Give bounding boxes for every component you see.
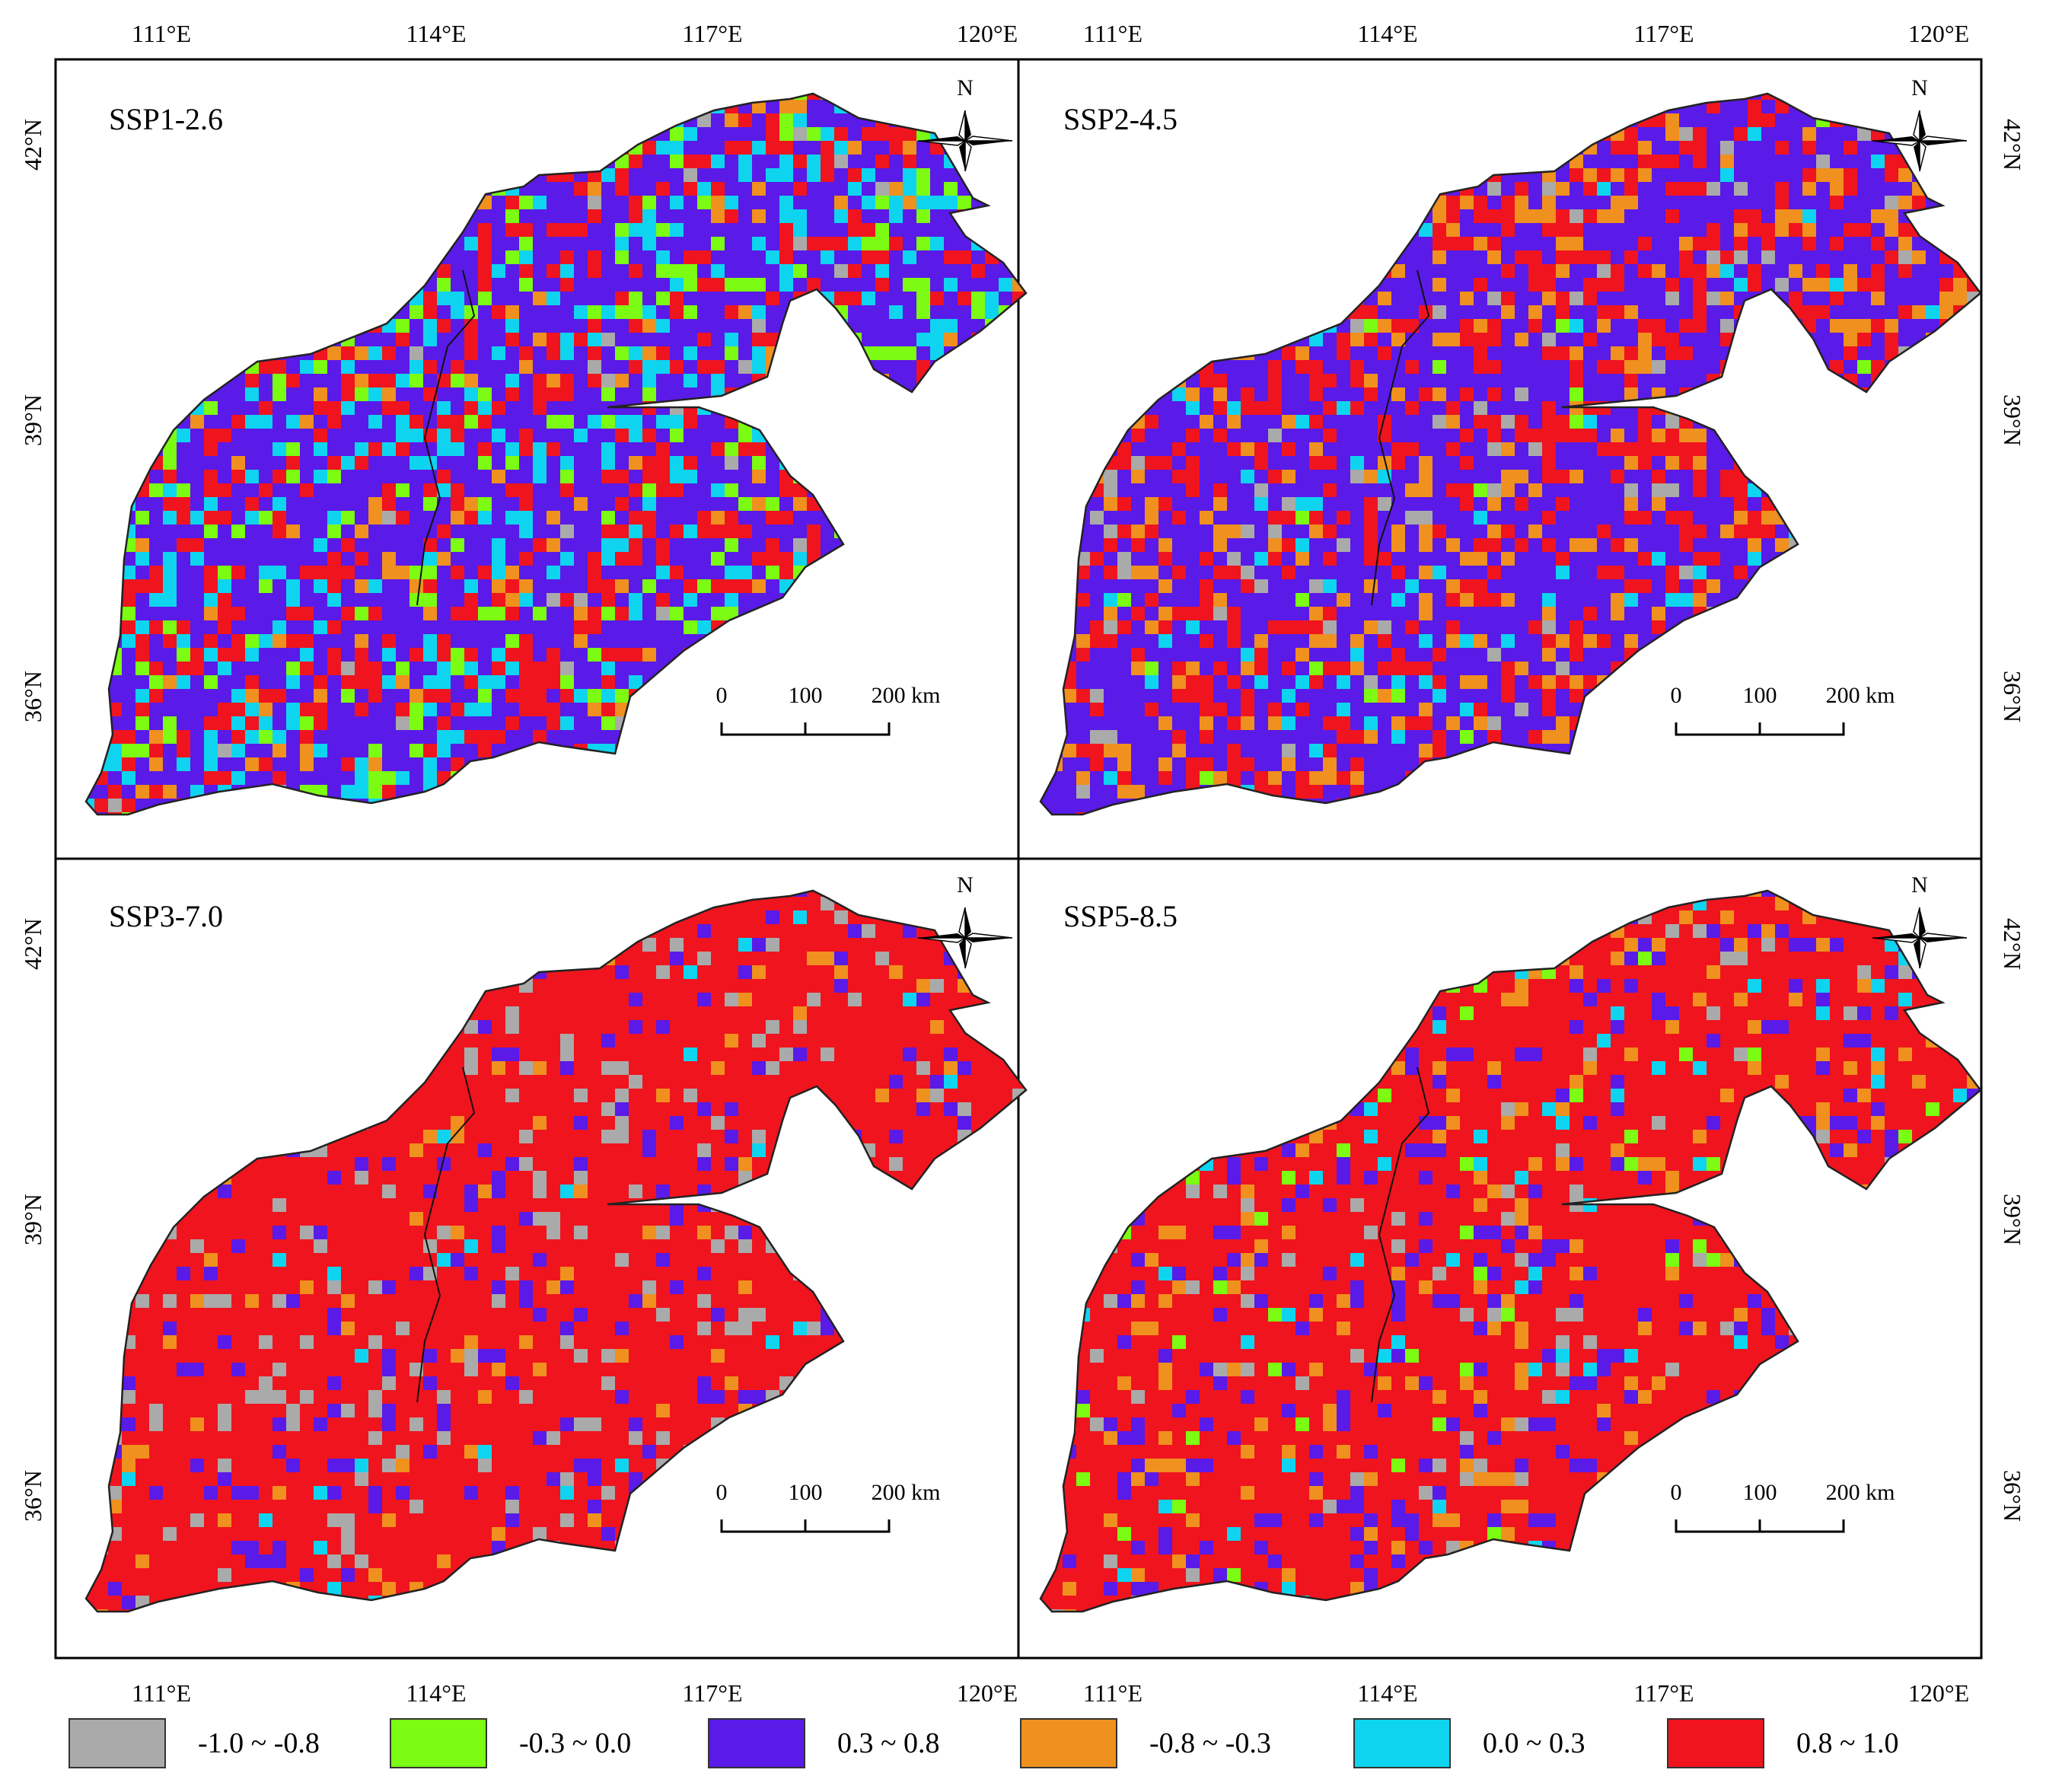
legend-label: 0.0 ~ 0.3 (1483, 1727, 1585, 1759)
scale-label: 0 (1671, 683, 1682, 708)
legend-label: -0.3 ~ 0.0 (519, 1727, 632, 1759)
correlation-raster (1041, 891, 1981, 1612)
lon-label: 120°E (1908, 20, 1969, 47)
lat-label: 39°N (19, 394, 46, 446)
map-figure: 111°E 114°E 117°E 120°E 111°E 114°E 117°… (19, 20, 2026, 1705)
lat-label: 36°N (1999, 1470, 2026, 1522)
scale-label: 100 (789, 683, 823, 708)
lon-label: 111°E (132, 20, 191, 47)
north-label: N (1911, 75, 1928, 100)
lon-label: 120°E (957, 20, 1018, 47)
province-border (1371, 269, 1430, 606)
legend-item: 0.0 ~ 0.3 (1353, 1713, 1585, 1774)
legend-label: 0.3 ~ 0.8 (837, 1727, 940, 1759)
scale-label: 200 km (872, 1480, 941, 1505)
legend-swatch (1667, 1718, 1764, 1768)
lon-label: 120°E (1908, 1679, 1969, 1705)
legend-item: 0.3 ~ 0.8 (708, 1713, 940, 1774)
legend-swatch (69, 1718, 166, 1768)
lon-label: 111°E (132, 1679, 191, 1705)
scale-bar: 0 100 200 km (716, 683, 941, 736)
panel-title: SSP5-8.5 (1063, 899, 1178, 933)
left-latitude-axis: 42°N 39°N 36°N 42°N 39°N 36°N (19, 119, 46, 1522)
legend-swatch (1353, 1718, 1451, 1768)
panel-title: SSP2-4.5 (1063, 102, 1178, 136)
map-panel-ssp5-8-5: SSP5-8.5 N 0 100 200 km (1039, 872, 1982, 1613)
map-panel-ssp1-2-6: SSP1-2.6 N 0 100 200 km (84, 75, 1028, 816)
scale-label: 0 (716, 683, 728, 708)
lat-label: 39°N (19, 1194, 46, 1245)
scale-bar: 0 100 200 km (1671, 683, 1895, 736)
legend: -1.0 ~ -0.8 -0.3 ~ 0.0 0.3 ~ 0.8 -0.8 ~ … (69, 1713, 2017, 1774)
lon-label: 117°E (1633, 20, 1694, 47)
panel-title: SSP3-7.0 (109, 899, 223, 933)
correlation-raster (86, 94, 1026, 815)
lat-label: 36°N (1999, 671, 2026, 722)
legend-label: 0.8 ~ 1.0 (1796, 1727, 1899, 1759)
scale-label: 200 km (1826, 1480, 1895, 1505)
legend-label: -0.8 ~ -0.3 (1149, 1727, 1271, 1759)
lon-label: 114°E (1357, 20, 1417, 47)
north-arrow: N (917, 75, 1013, 172)
correlation-raster (1041, 94, 1981, 815)
scale-label: 200 km (1826, 683, 1895, 708)
scale-label: 200 km (872, 683, 941, 708)
north-arrow: N (1872, 75, 1968, 172)
province-border (416, 1067, 476, 1403)
lat-label: 42°N (19, 918, 46, 970)
north-arrow: N (1872, 872, 1968, 969)
lon-label: 117°E (682, 20, 742, 47)
scale-bar: 0 100 200 km (716, 1480, 941, 1533)
right-latitude-axis: 42°N 39°N 36°N 42°N 39°N 36°N (1999, 119, 2026, 1522)
scale-label: 0 (716, 1480, 728, 1505)
lon-label: 114°E (406, 20, 466, 47)
scale-label: 0 (1671, 1480, 1682, 1505)
legend-item: -0.8 ~ -0.3 (1020, 1713, 1271, 1774)
panel-title: SSP1-2.6 (109, 102, 223, 136)
lon-label: 117°E (682, 1679, 742, 1705)
legend-label: -1.0 ~ -0.8 (198, 1727, 320, 1759)
lat-label: 39°N (1999, 1194, 2026, 1245)
north-label: N (957, 75, 974, 100)
map-panel-ssp3-7-0: SSP3-7.0 N 0 100 200 km (84, 872, 1028, 1613)
lon-label: 114°E (1357, 1679, 1417, 1705)
scale-label: 100 (789, 1480, 823, 1505)
legend-swatch (708, 1718, 805, 1768)
map-panel-ssp2-4-5: SSP2-4.5 N 0 100 200 km (1039, 75, 1982, 816)
lon-label: 120°E (957, 1679, 1018, 1705)
lat-label: 36°N (19, 671, 46, 722)
scale-bar: 0 100 200 km (1671, 1480, 1895, 1533)
lat-label: 42°N (1999, 119, 2026, 171)
lon-label: 114°E (406, 1679, 466, 1705)
bottom-longitude-axis: 111°E 114°E 117°E 120°E 111°E 114°E 117°… (132, 1679, 1969, 1705)
north-label: N (957, 872, 974, 898)
province-border (1371, 1067, 1430, 1403)
legend-item: -0.3 ~ 0.0 (390, 1713, 631, 1774)
province-border (416, 269, 476, 606)
lat-label: 39°N (1999, 394, 2026, 446)
legend-swatch (1020, 1718, 1117, 1768)
legend-item: -1.0 ~ -0.8 (69, 1713, 320, 1774)
top-longitude-axis: 111°E 114°E 117°E 120°E 111°E 114°E 117°… (132, 20, 1969, 47)
lat-label: 42°N (19, 119, 46, 171)
scale-label: 100 (1743, 683, 1777, 708)
lat-label: 36°N (19, 1470, 46, 1522)
correlation-raster (86, 891, 1026, 1612)
lon-label: 111°E (1083, 1679, 1143, 1705)
scale-label: 100 (1743, 1480, 1777, 1505)
north-label: N (1911, 872, 1928, 898)
lon-label: 111°E (1083, 20, 1143, 47)
lat-label: 42°N (1999, 918, 2026, 970)
legend-swatch (390, 1718, 487, 1768)
lon-label: 117°E (1633, 1679, 1694, 1705)
north-arrow: N (917, 872, 1013, 969)
legend-item: 0.8 ~ 1.0 (1667, 1713, 1899, 1774)
